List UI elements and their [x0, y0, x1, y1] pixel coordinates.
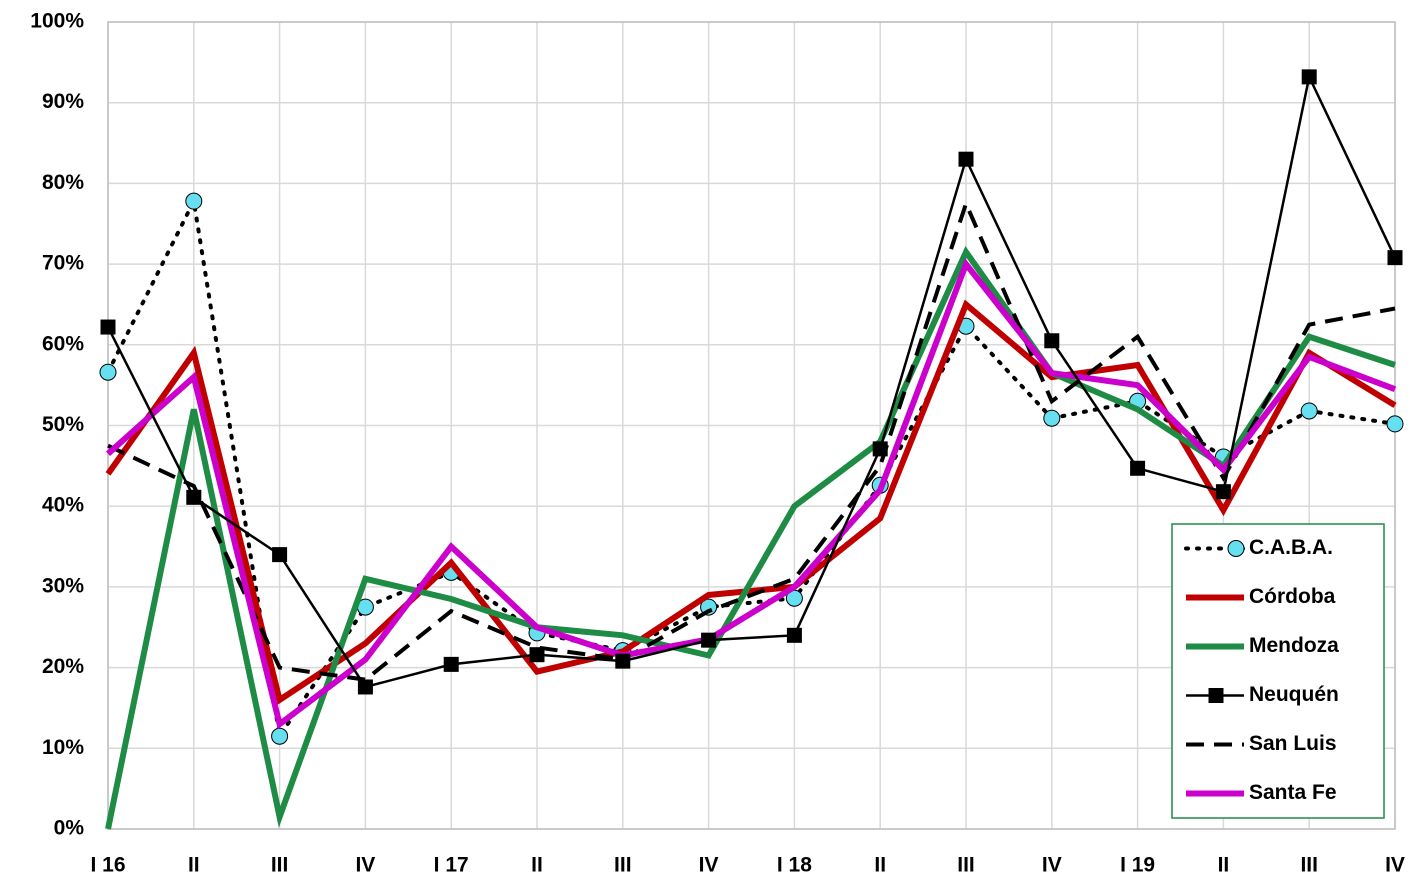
y-tick-label: 70% — [42, 252, 84, 275]
legend-box — [1171, 523, 1385, 819]
y-tick-label: 10% — [42, 736, 84, 759]
x-tick-label: III — [271, 854, 289, 877]
legend-marker — [1227, 540, 1245, 557]
y-tick-label: 100% — [30, 10, 84, 33]
x-tick-label: IV — [1385, 854, 1405, 877]
x-tick-label: II — [531, 854, 543, 877]
data-point — [1386, 415, 1404, 433]
data-point — [1044, 333, 1060, 349]
series-line — [106, 72, 1397, 689]
data-point — [615, 653, 631, 669]
data-point — [100, 319, 116, 335]
data-point — [1301, 69, 1317, 85]
data-point — [1043, 409, 1061, 427]
data-point — [786, 627, 802, 643]
x-tick-label: I 16 — [90, 854, 125, 877]
data-point — [357, 679, 373, 695]
series-line — [105, 245, 1396, 830]
legend-label: San Luis — [1249, 732, 1337, 755]
y-tick-label: 0% — [54, 817, 85, 840]
x-tick-label: II — [188, 854, 200, 877]
x-tick-label: I 19 — [1120, 854, 1155, 877]
data-point — [872, 441, 888, 457]
y-tick-label: 40% — [42, 494, 84, 517]
data-point — [1215, 484, 1231, 500]
legend-label: Córdoba — [1249, 585, 1336, 608]
x-tick-label: II — [1218, 854, 1230, 877]
x-tick-label: III — [614, 854, 632, 877]
x-tick-label: IV — [355, 854, 375, 877]
data-point — [272, 547, 288, 563]
data-point — [529, 647, 545, 663]
y-tick-label: 20% — [42, 655, 84, 678]
data-point — [958, 151, 974, 167]
x-tick-label: III — [1300, 854, 1318, 877]
y-tick-label: 60% — [42, 332, 84, 355]
x-tick-label: IV — [1042, 854, 1062, 877]
y-tick-label: 50% — [42, 413, 84, 436]
data-point — [443, 656, 459, 672]
legend-label: Neuquén — [1249, 683, 1339, 706]
legend-marker — [1208, 688, 1224, 703]
data-point — [185, 192, 203, 210]
legend-label: Mendoza — [1249, 634, 1339, 657]
data-point — [1300, 402, 1318, 420]
data-point — [186, 489, 202, 505]
data-point — [99, 363, 117, 381]
legend-label: Santa Fe — [1249, 781, 1337, 804]
data-point — [1387, 250, 1403, 266]
x-tick-label: II — [874, 854, 886, 877]
data-point — [1130, 460, 1146, 476]
legend-label: C.A.B.A. — [1249, 536, 1333, 559]
y-tick-label: 30% — [42, 574, 84, 597]
series-line — [107, 197, 1396, 682]
y-tick-label: 90% — [42, 90, 84, 113]
legend: C.A.B.A. Córdoba Mendoza Neuquén San Luis San… — [1171, 523, 1385, 819]
x-tick-label: I 17 — [434, 854, 469, 877]
series-line — [106, 194, 1397, 742]
x-tick-label: III — [957, 854, 975, 877]
x-tick-label: I 18 — [777, 854, 812, 877]
x-tick-label: IV — [699, 854, 719, 877]
data-point — [271, 727, 289, 745]
data-point — [701, 632, 717, 648]
y-tick-label: 80% — [42, 171, 84, 194]
series-line — [106, 258, 1397, 730]
